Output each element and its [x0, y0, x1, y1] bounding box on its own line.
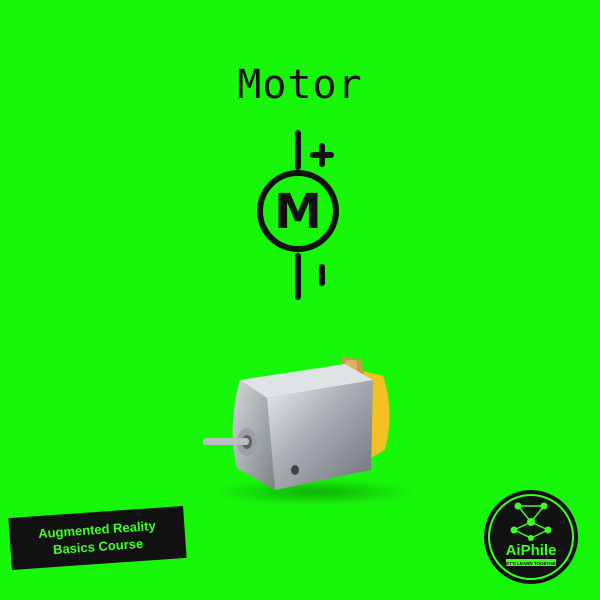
logo-tagline: LET'S LEARN TOGETHER: [503, 561, 559, 566]
course-badge: Augmented Reality Basics Course: [8, 505, 187, 571]
motor-symbol-letter: M: [274, 184, 322, 240]
motor-circuit-symbol-icon: M: [257, 130, 339, 300]
logo-name: AiPhile: [506, 542, 557, 559]
page-title: Motor: [237, 62, 363, 108]
aiphile-logo-icon: AiPhile LET'S LEARN TOGETHER: [484, 490, 578, 584]
dc-motor-photo: [203, 356, 415, 506]
